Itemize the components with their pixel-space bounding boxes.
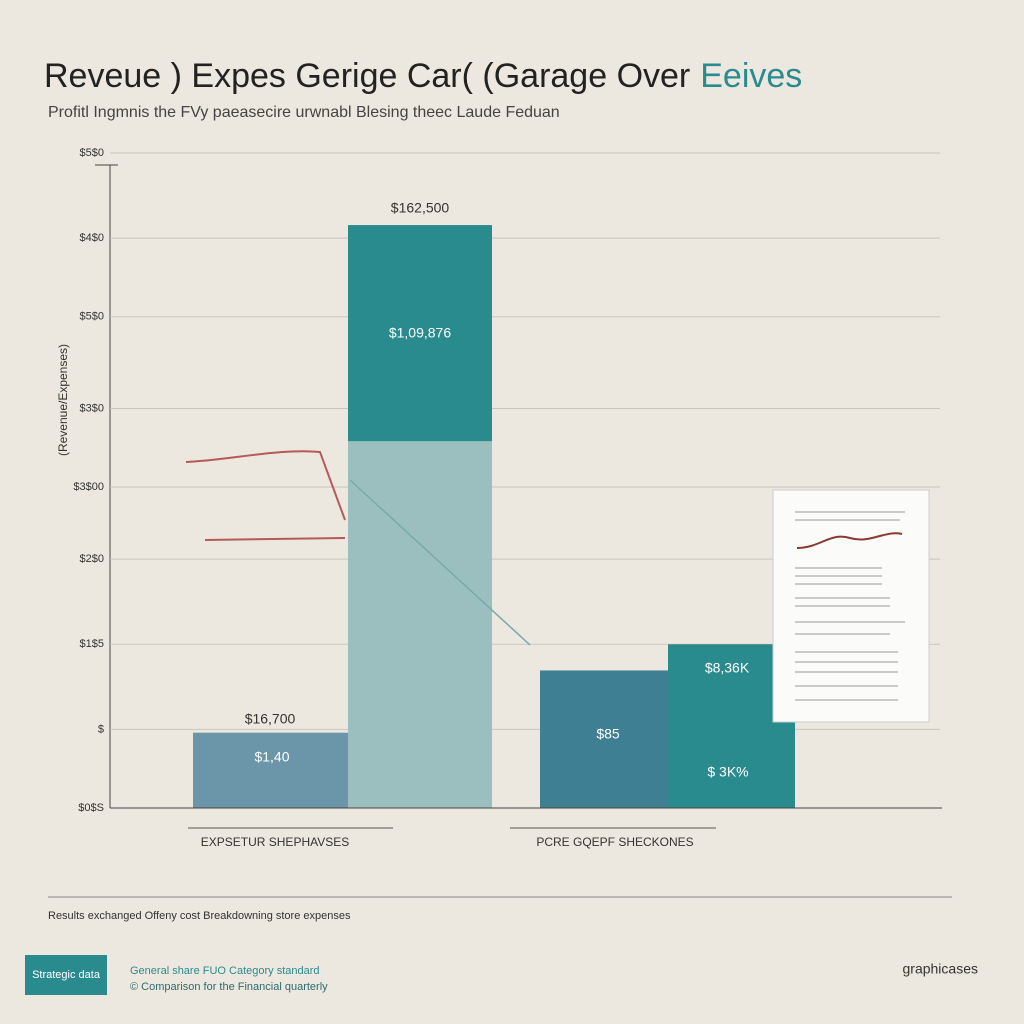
title-main: Reveue ) Expes Gerige Car( (Garage Over <box>44 57 690 95</box>
y-tick-label: $1$5 <box>80 638 104 650</box>
y-tick-label: $3$00 <box>73 481 104 493</box>
bar <box>348 441 492 808</box>
decor-line <box>185 450 346 521</box>
y-axis-label: (Revenue/Expenses) <box>56 344 70 456</box>
inset-line <box>796 532 903 549</box>
y-tick-label: $2$0 <box>80 553 104 565</box>
y-tick-label: $0$S <box>78 802 104 814</box>
y-tick-label: $ <box>98 723 104 735</box>
inset-document <box>772 489 930 723</box>
value-annotation: $1,09,876 <box>389 325 451 341</box>
value-annotation: $1,40 <box>254 749 289 765</box>
footnote: Results exchanged Offeny cost Breakdowni… <box>48 910 351 922</box>
badge-text: Strategic data <box>32 969 101 981</box>
x-category-label: PCRE GQEPF SHECKONES <box>536 835 693 849</box>
bar <box>193 732 348 808</box>
decor-line <box>204 537 346 541</box>
subtitle: Profitl Ingmnis the FVy paeasecire urwna… <box>48 104 560 121</box>
y-tick-label: $5$0 <box>80 311 104 323</box>
value-annotation: $162,500 <box>391 200 450 216</box>
footer-line: © Comparison for the Financial quarterly <box>130 981 328 993</box>
badge <box>25 955 107 995</box>
value-annotation: $85 <box>596 726 620 742</box>
x-category-label: EXPSETUR SHEPHAVSES <box>201 835 350 849</box>
y-tick-label: $5$0 <box>80 147 104 159</box>
inset-text-lines <box>795 511 905 701</box>
y-tick-label: $3$0 <box>80 402 104 414</box>
bar <box>540 670 668 808</box>
footer-line: General share FUO Category standard <box>130 965 320 977</box>
bar <box>348 225 492 442</box>
value-annotation: $ 3K% <box>707 764 748 780</box>
decor-line <box>349 479 531 646</box>
title-accent: Eeives <box>700 57 802 95</box>
value-annotation: $16,700 <box>245 711 296 727</box>
value-annotation: $8,36K <box>705 660 750 676</box>
brand: graphicases <box>903 961 979 977</box>
chart-title: Reveue ) Expes Gerige Car( (Garage Over E… <box>44 57 802 95</box>
y-tick-label: $4$0 <box>80 232 104 244</box>
